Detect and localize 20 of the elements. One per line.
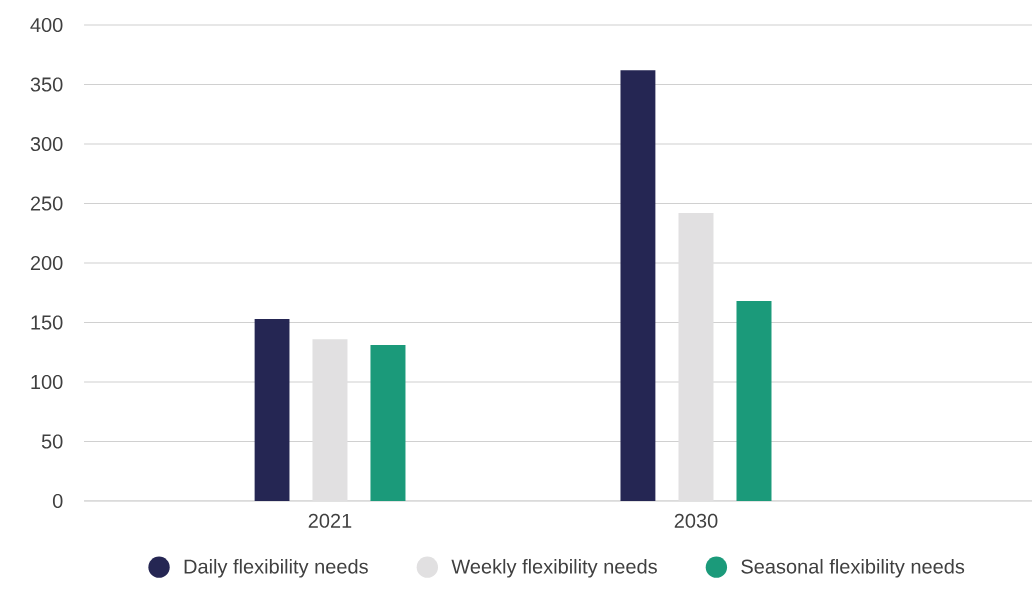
bar (620, 70, 656, 501)
y-tick-label: 200 (30, 255, 63, 271)
y-tick-label: 350 (30, 77, 63, 92)
y-tick-label: 0 (52, 493, 63, 509)
bar (370, 345, 406, 501)
y-tick-label: 50 (41, 434, 63, 449)
legend-label: Weekly flexibility needs (451, 558, 657, 578)
x-tick-label: 2021 (308, 513, 352, 528)
y-tick-label: 400 (30, 17, 63, 33)
y-tick-label: 300 (30, 136, 63, 152)
y-tick-label: 150 (31, 315, 63, 330)
y-tick-label: 100 (31, 374, 63, 390)
bar (254, 318, 290, 501)
y-tick-label: 250 (30, 196, 63, 211)
bar (312, 339, 348, 501)
bar (736, 301, 772, 501)
legend-label: Seasonal flexibility needs (741, 558, 965, 578)
x-tick-label: 2030 (674, 513, 718, 528)
bar (678, 213, 714, 501)
legend-label: Daily flexibility needs (184, 558, 368, 578)
